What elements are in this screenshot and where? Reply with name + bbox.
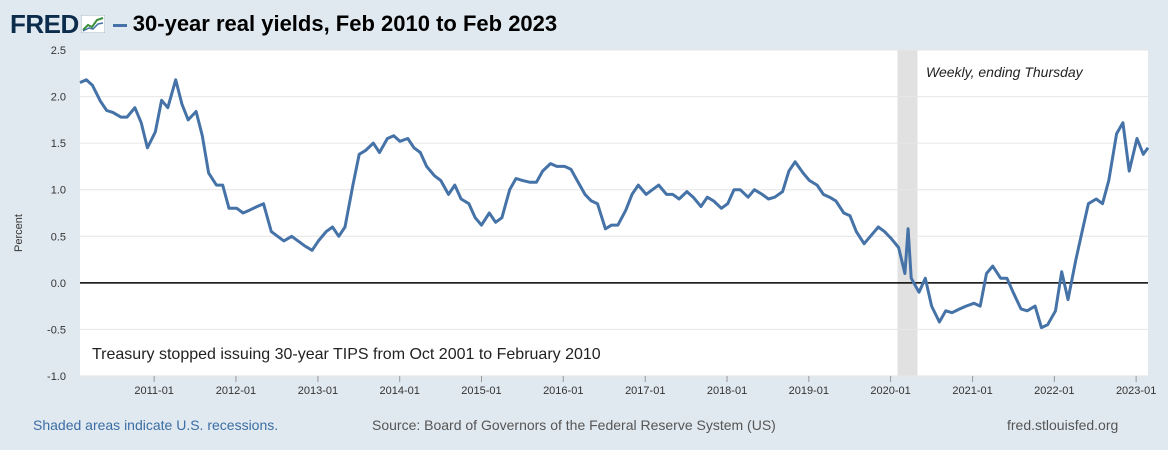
x-tick-label: 2013-01	[298, 385, 338, 397]
x-tick-label: 2015-01	[461, 385, 501, 397]
x-tick-label: 2012-01	[216, 385, 256, 397]
source-note: Source: Board of Governors of the Federa…	[372, 417, 776, 433]
x-axis-ticks: 2011-01 2012-01 2013-01 2014-01 2015-01 2016-…	[134, 376, 1156, 397]
y-tick-label: -0.5	[47, 324, 66, 336]
fred-graph-icon	[80, 15, 105, 33]
y-tick-label: 2.0	[51, 92, 66, 104]
gridlines	[80, 49, 1148, 377]
annotation-tips-gap: Treasury stopped issuing 30-year TIPS fr…	[92, 346, 601, 363]
x-tick-label: 2014-01	[380, 385, 420, 397]
x-tick-label: 2020-01	[870, 385, 910, 397]
y-tick-label: -1.0	[47, 371, 66, 383]
plot-area	[80, 50, 1148, 376]
site-link[interactable]: fred.stlouisfed.org	[1007, 417, 1119, 433]
x-tick-label: 2021-01	[952, 385, 992, 397]
x-tick-label: 2019-01	[789, 385, 829, 397]
x-tick-label: 2018-01	[707, 385, 747, 397]
recession-shading	[897, 50, 918, 376]
x-tick-label: 2016-01	[543, 385, 583, 397]
y-tick-label: 2.5	[51, 45, 66, 57]
chart-title: 30-year real yields, Feb 2010 to Feb 202…	[132, 11, 558, 36]
title-series-swatch	[112, 23, 127, 27]
y-tick-label: 0.5	[51, 231, 66, 243]
line-chart: 2.5 2.0 1.5 1.0 0.5 0.0 -0.5 -1.0 2011-01 2012-0…	[13, 45, 1156, 397]
y-axis-label: Percent	[13, 214, 25, 252]
recession-note: Shaded areas indicate U.S. recessions.	[33, 417, 279, 433]
recession-band-0	[897, 50, 918, 376]
x-tick-label: 2017-01	[625, 385, 665, 397]
x-tick-label: 2011-01	[134, 385, 174, 397]
fred-logo[interactable]: FRED	[10, 8, 79, 39]
y-axis-ticks: 2.5 2.0 1.5 1.0 0.5 0.0 -0.5 -1.0	[47, 45, 66, 383]
y-tick-label: 0.0	[51, 278, 66, 290]
series-line-30y-real-yield	[79, 78, 1150, 330]
x-tick-label: 2022-01	[1034, 385, 1074, 397]
y-tick-label: 1.0	[51, 185, 66, 197]
x-tick-label: 2023-01	[1116, 385, 1156, 397]
chart-header: FRED 30-year real yields, Feb 2010 to Fe…	[10, 6, 557, 42]
y-tick-label: 1.5	[51, 138, 66, 150]
annotation-weekly: Weekly, ending Thursday	[926, 64, 1084, 80]
